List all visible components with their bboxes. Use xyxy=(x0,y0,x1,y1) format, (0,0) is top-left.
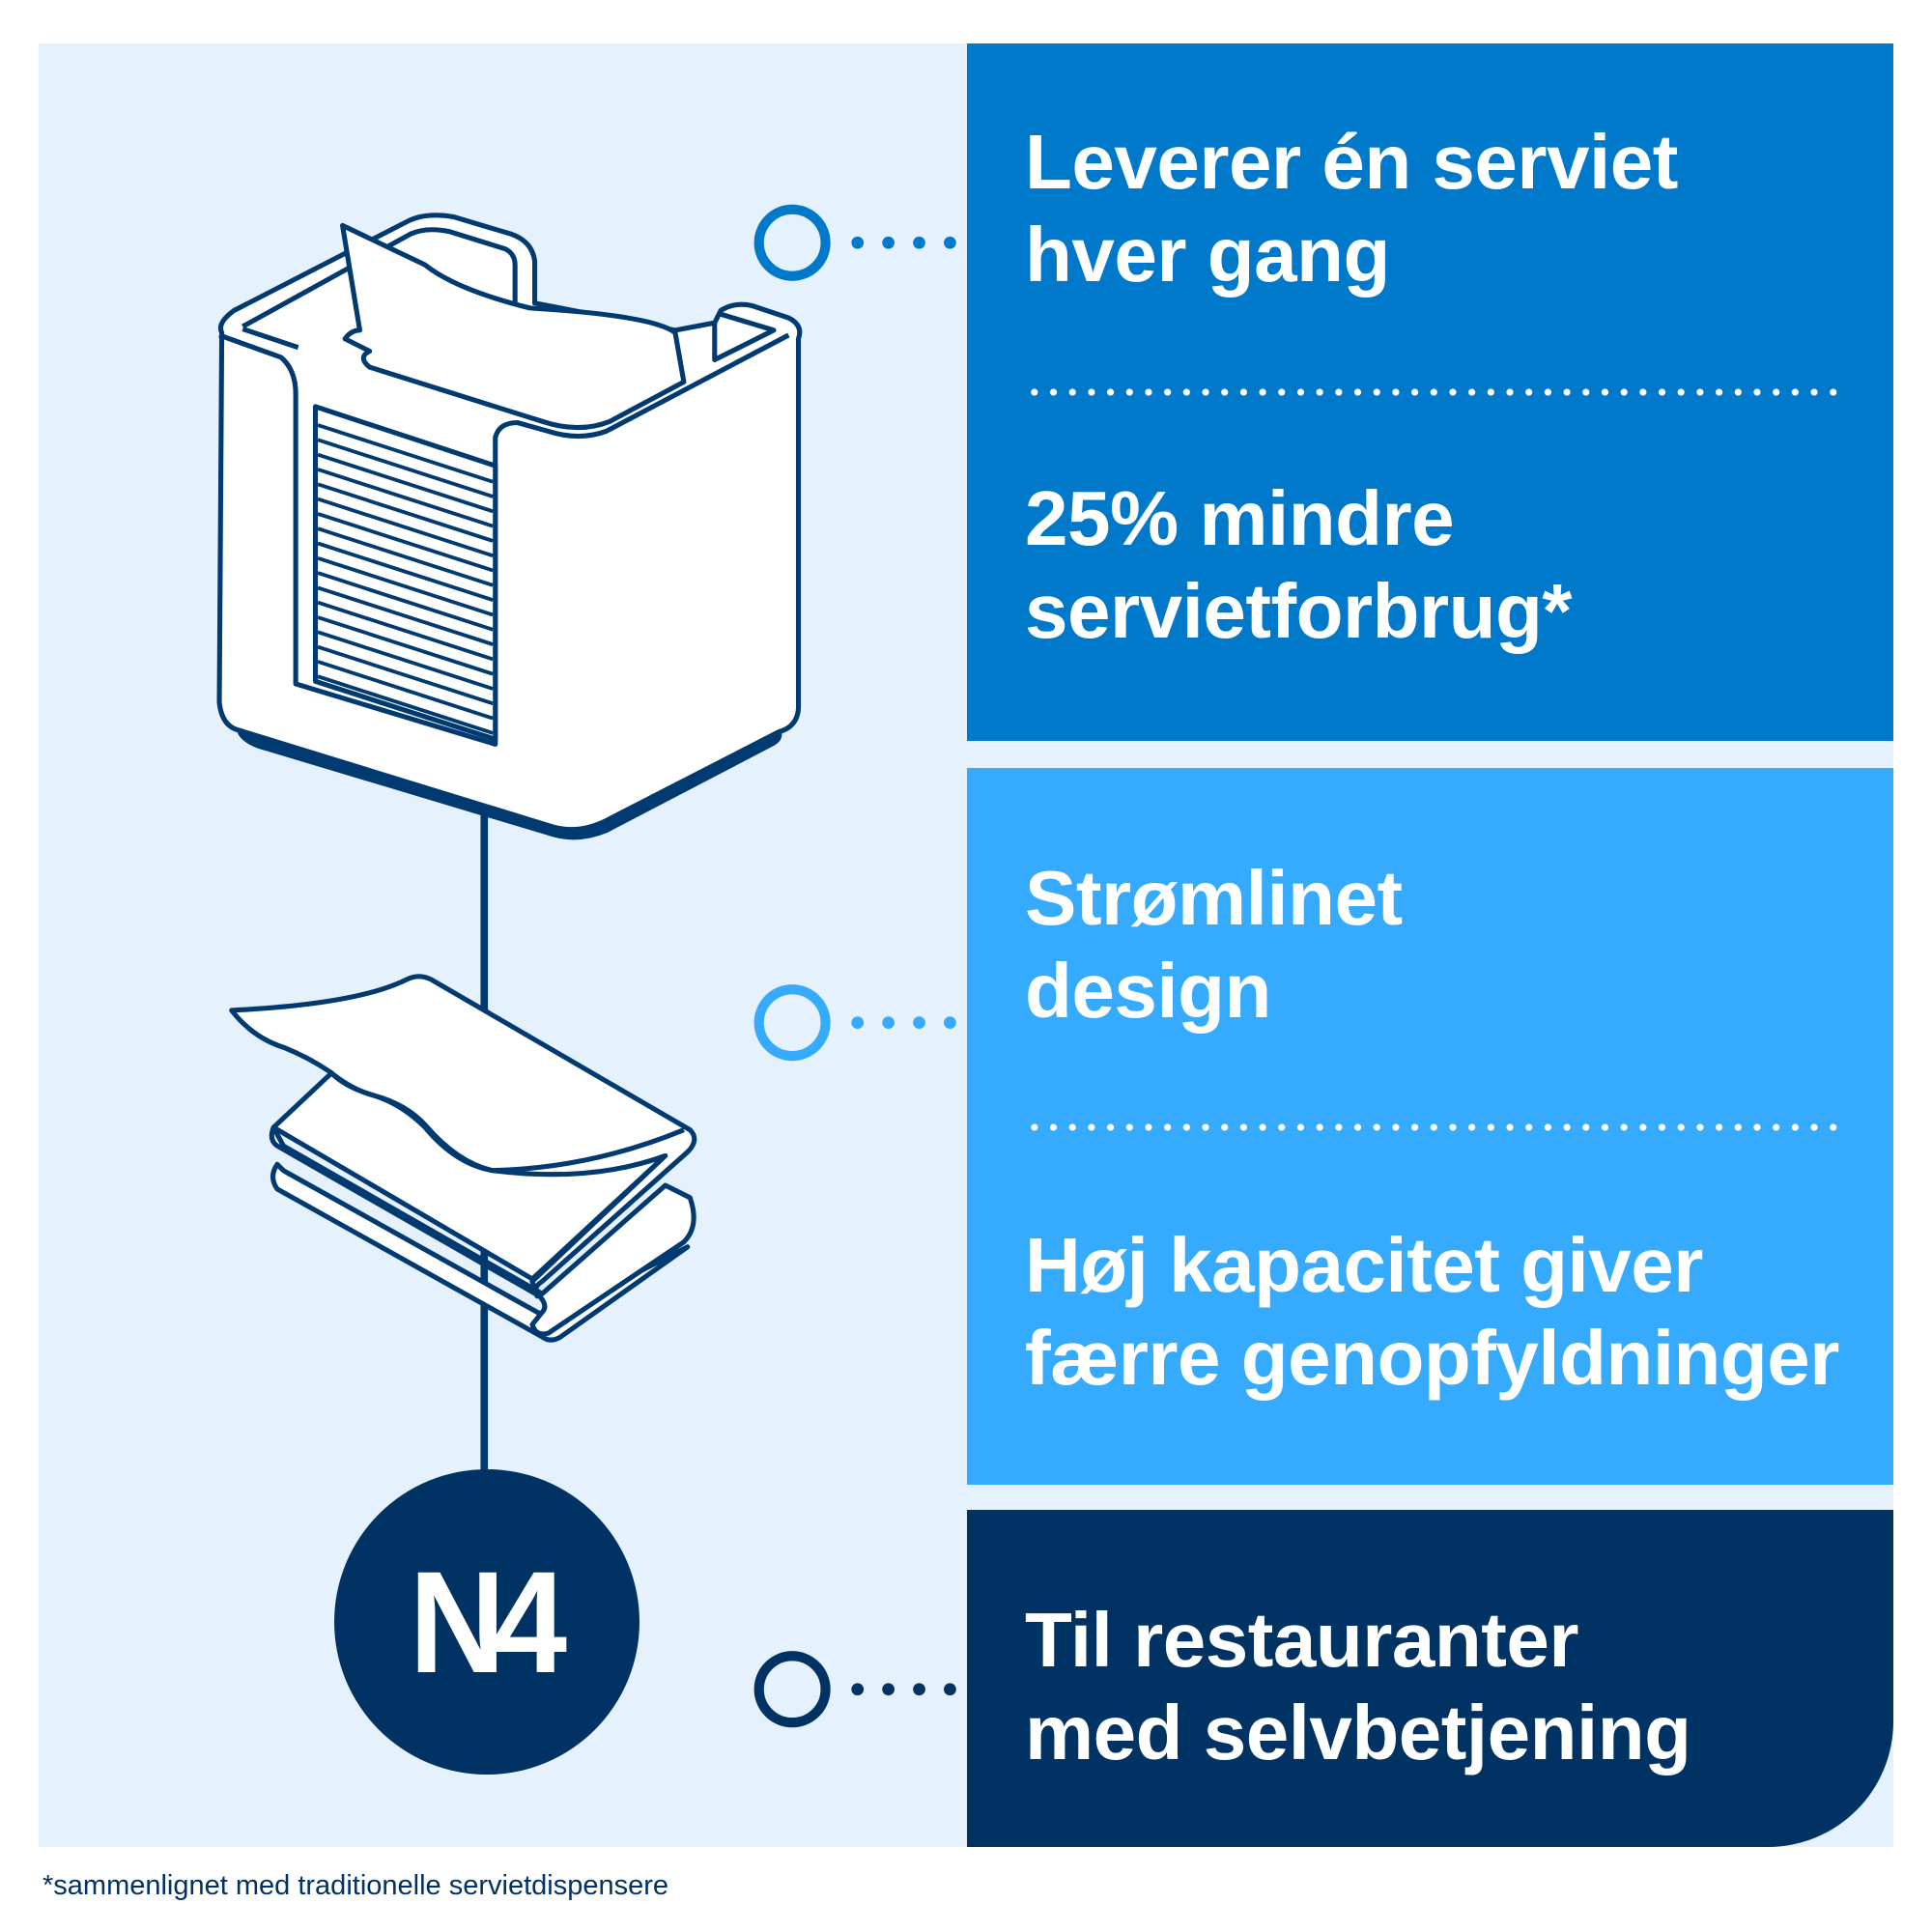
dotted-separator xyxy=(1025,1123,1841,1131)
badge-label: N4 xyxy=(409,1540,568,1703)
product-badge: N4 xyxy=(334,1469,639,1775)
stacked-napkin-line xyxy=(317,438,494,498)
napkin-dispenser-illustration xyxy=(216,213,803,840)
stacked-napkin-line xyxy=(317,571,494,632)
feature-line: færre genopfyldninger xyxy=(1025,1315,1839,1401)
feature-line: design xyxy=(1025,948,1271,1034)
feature-text-one-napkin: Leverer én serviet hver gang xyxy=(1025,116,1678,301)
feature-text-restaurants: Til restauranter med selvbetjening xyxy=(1025,1594,1691,1779)
feature-line: servietforbrug* xyxy=(1025,568,1572,654)
stacked-napkin-line xyxy=(317,526,494,587)
stacked-napkin-line xyxy=(317,452,494,514)
footnote: *sammenlignet med traditionelle servietd… xyxy=(43,1870,668,1901)
feature-line: Høj kapacitet giver xyxy=(1025,1222,1703,1308)
stacked-napkin-line xyxy=(317,600,494,662)
feature-line: med selvbetjening xyxy=(1025,1690,1691,1776)
stacked-napkin-line xyxy=(317,541,494,602)
stacked-napkin-line xyxy=(317,555,494,617)
stacked-napkin-line xyxy=(317,660,494,721)
stacked-napkin-line xyxy=(317,468,494,528)
dotted-separator xyxy=(1025,388,1841,396)
folded-napkins-illustration xyxy=(229,974,697,1343)
feature-panel-usage xyxy=(967,1510,1893,1847)
circle-marker-icon xyxy=(753,204,956,281)
feature-line: Strømlinet xyxy=(1025,855,1403,941)
stacked-napkin-line xyxy=(317,674,494,735)
stacked-napkin-line xyxy=(317,512,494,573)
circle-marker-icon xyxy=(753,1651,956,1728)
stacked-napkin-line xyxy=(317,615,494,676)
feature-line: Til restauranter xyxy=(1025,1597,1578,1683)
feature-line: hver gang xyxy=(1025,212,1390,298)
stacked-napkin-line xyxy=(317,423,494,484)
feature-text-high-capacity: Høj kapacitet giver færre genopfyldninge… xyxy=(1025,1219,1839,1405)
stacked-napkin-line xyxy=(317,482,494,543)
feature-text-streamlined-design: Strømlinet design xyxy=(1025,852,1403,1037)
stacked-napkin-line xyxy=(317,630,494,691)
circle-marker-icon xyxy=(753,984,956,1062)
stacked-napkin-line xyxy=(317,497,494,558)
stacked-napkin-line xyxy=(317,644,494,706)
feature-line: 25% mindre xyxy=(1025,475,1455,561)
feature-line: Leverer én serviet xyxy=(1025,119,1678,205)
stacked-napkin-line xyxy=(317,585,494,646)
feature-text-less-consumption: 25% mindre servietforbrug* xyxy=(1025,472,1572,658)
